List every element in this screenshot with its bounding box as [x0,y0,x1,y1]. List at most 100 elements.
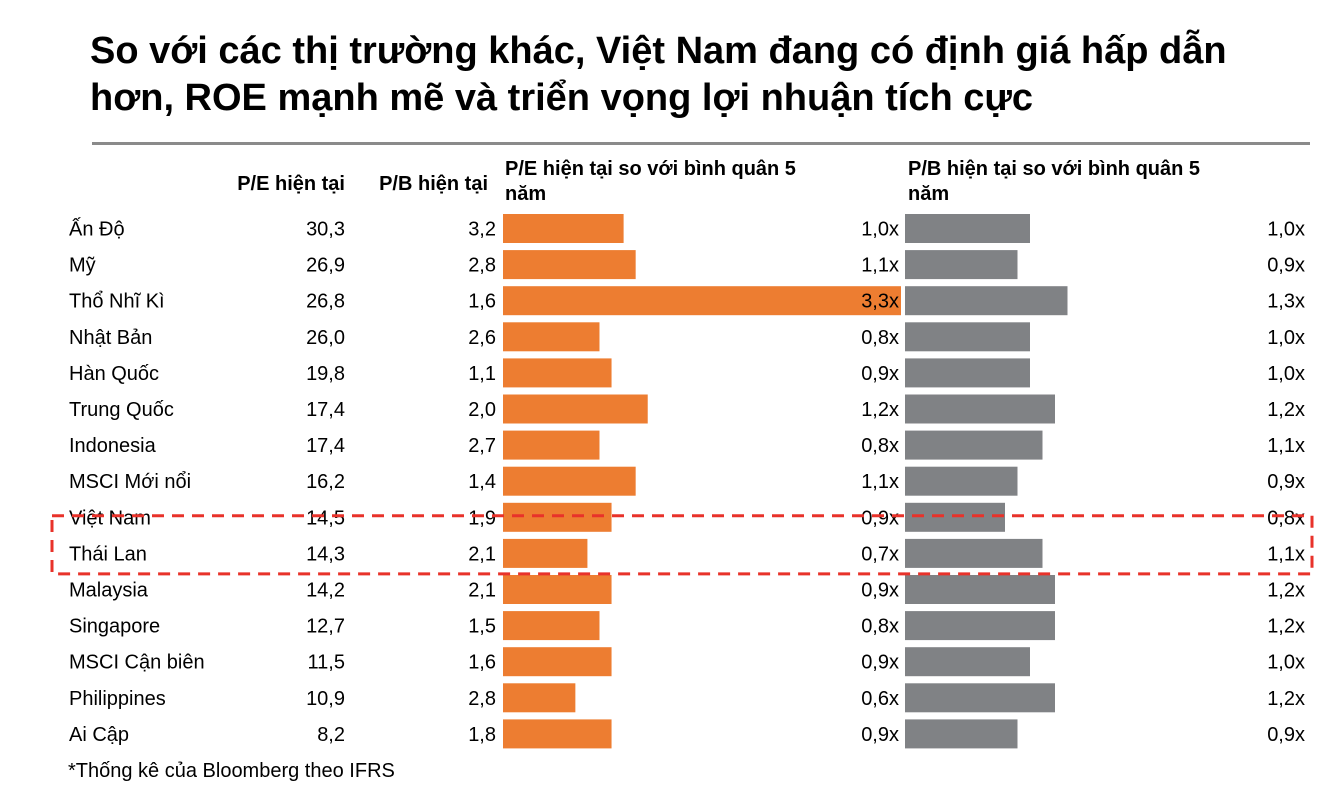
country-label: MSCI Cận biên [69,652,205,674]
pe-vs5y-label: 1,0x [861,219,899,241]
col-header-pb: P/B hiện tại [379,173,488,195]
pe-vs5y-bar [503,214,624,243]
pb-value: 3,2 [468,219,496,241]
pb-vs5y-bar [905,322,1030,352]
pb-value: 1,6 [468,291,496,313]
pe-vs5y-label: 3,3x [861,291,899,313]
pb-value: 2,8 [468,688,496,710]
col-header-pb-vs5y: năm [908,183,949,205]
country-label: Trung Quốc [69,399,174,421]
pb-vs5y-label: 0,9x [1267,471,1305,493]
col-header-pe-vs5y: P/E hiện tại so với bình quân 5 [505,158,796,180]
pb-vs5y-label: 1,2x [1267,688,1305,710]
pb-vs5y-label: 1,2x [1267,399,1305,421]
country-label: MSCI Mới nổi [69,471,191,493]
pe-value: 12,7 [306,616,345,638]
pb-value: 1,5 [468,616,496,638]
pe-vs5y-label: 1,1x [861,471,899,493]
pb-vs5y-bar [905,466,1018,496]
pb-vs5y-bar [905,538,1043,568]
pb-vs5y-bar [905,430,1043,460]
pe-value: 17,4 [306,435,345,457]
pe-vs5y-label: 1,1x [861,255,899,277]
pe-vs5y-bar [503,286,901,316]
pe-vs5y-label: 0,6x [861,688,899,710]
pb-value: 1,8 [468,724,496,746]
pe-vs5y-label: 0,7x [861,543,899,565]
pe-value: 10,9 [306,688,345,710]
pb-value: 2,8 [468,255,496,277]
pb-vs5y-bar [905,647,1030,677]
country-label: Malaysia [69,580,149,602]
pb-value: 1,1 [468,363,496,385]
pe-vs5y-bar [503,575,612,604]
pb-vs5y-bar [905,683,1055,713]
pe-vs5y-bar [503,430,600,460]
pb-vs5y-label: 0,8x [1267,507,1305,529]
pb-value: 1,6 [468,652,496,674]
country-label: Ai Cập [69,724,129,746]
pe-vs5y-bar [503,683,576,713]
pe-vs5y-bar [503,647,612,677]
country-label: Singapore [69,616,160,638]
pe-vs5y-label: 0,9x [861,507,899,529]
country-label: Thái Lan [69,543,147,565]
pb-value: 2,1 [468,543,496,565]
pb-vs5y-bar [905,719,1018,749]
country-label: Mỹ [69,255,96,277]
pe-vs5y-label: 0,8x [861,435,899,457]
footnote: *Thống kê của Bloomberg theo IFRS [68,760,395,782]
pb-value: 1,4 [468,471,496,493]
pe-vs5y-bar [503,394,648,424]
pe-vs5y-bar [503,358,612,388]
col-header-pe-vs5y: năm [505,183,546,205]
pe-value: 14,5 [306,507,345,529]
pb-vs5y-label: 1,1x [1267,435,1305,457]
pb-vs5y-bar [905,575,1055,604]
pe-value: 14,3 [306,543,345,565]
pb-vs5y-bar [905,394,1055,424]
pe-value: 11,5 [308,652,345,674]
pe-vs5y-bar [503,466,636,496]
country-label: Hàn Quốc [69,363,159,385]
pb-vs5y-bar [905,358,1030,388]
pb-vs5y-bar [905,214,1030,243]
pe-vs5y-bar [503,538,588,568]
country-label: Thổ Nhĩ Kì [69,291,165,313]
pe-vs5y-bar [503,250,636,280]
pb-vs5y-label: 1,3x [1267,291,1305,313]
pe-vs5y-label: 0,9x [861,580,899,602]
pb-value: 2,1 [468,580,496,602]
highlight-box [50,514,1314,576]
pe-value: 14,2 [306,580,345,602]
pb-value: 2,6 [468,327,496,349]
pe-vs5y-bar [503,322,600,352]
pb-vs5y-label: 1,2x [1267,580,1305,602]
pb-vs5y-bar [905,286,1068,316]
pe-vs5y-label: 1,2x [861,399,899,421]
pb-vs5y-label: 1,2x [1267,616,1305,638]
pe-vs5y-bar [503,719,612,749]
pb-value: 2,0 [468,399,496,421]
country-label: Nhật Bản [69,327,152,349]
pe-value: 8,2 [317,724,345,746]
pe-value: 26,0 [306,327,345,349]
pb-vs5y-label: 1,0x [1267,652,1305,674]
pe-vs5y-label: 0,8x [861,616,899,638]
pe-value: 30,3 [306,219,345,241]
pe-vs5y-label: 0,9x [861,363,899,385]
pe-vs5y-bar [503,611,600,641]
pb-vs5y-bar [905,611,1055,641]
pb-value: 2,7 [468,435,496,457]
title-divider [92,142,1310,145]
pe-value: 26,8 [306,291,345,313]
pb-vs5y-label: 1,0x [1267,363,1305,385]
country-label: Philippines [69,688,166,710]
pe-value: 19,8 [306,363,345,385]
pe-vs5y-label: 0,9x [861,724,899,746]
col-header-pb-vs5y: P/B hiện tại so với bình quân 5 [908,158,1200,180]
country-label: Ấn Độ [69,218,125,241]
pe-value: 17,4 [306,399,345,421]
pe-value: 16,2 [306,471,345,493]
